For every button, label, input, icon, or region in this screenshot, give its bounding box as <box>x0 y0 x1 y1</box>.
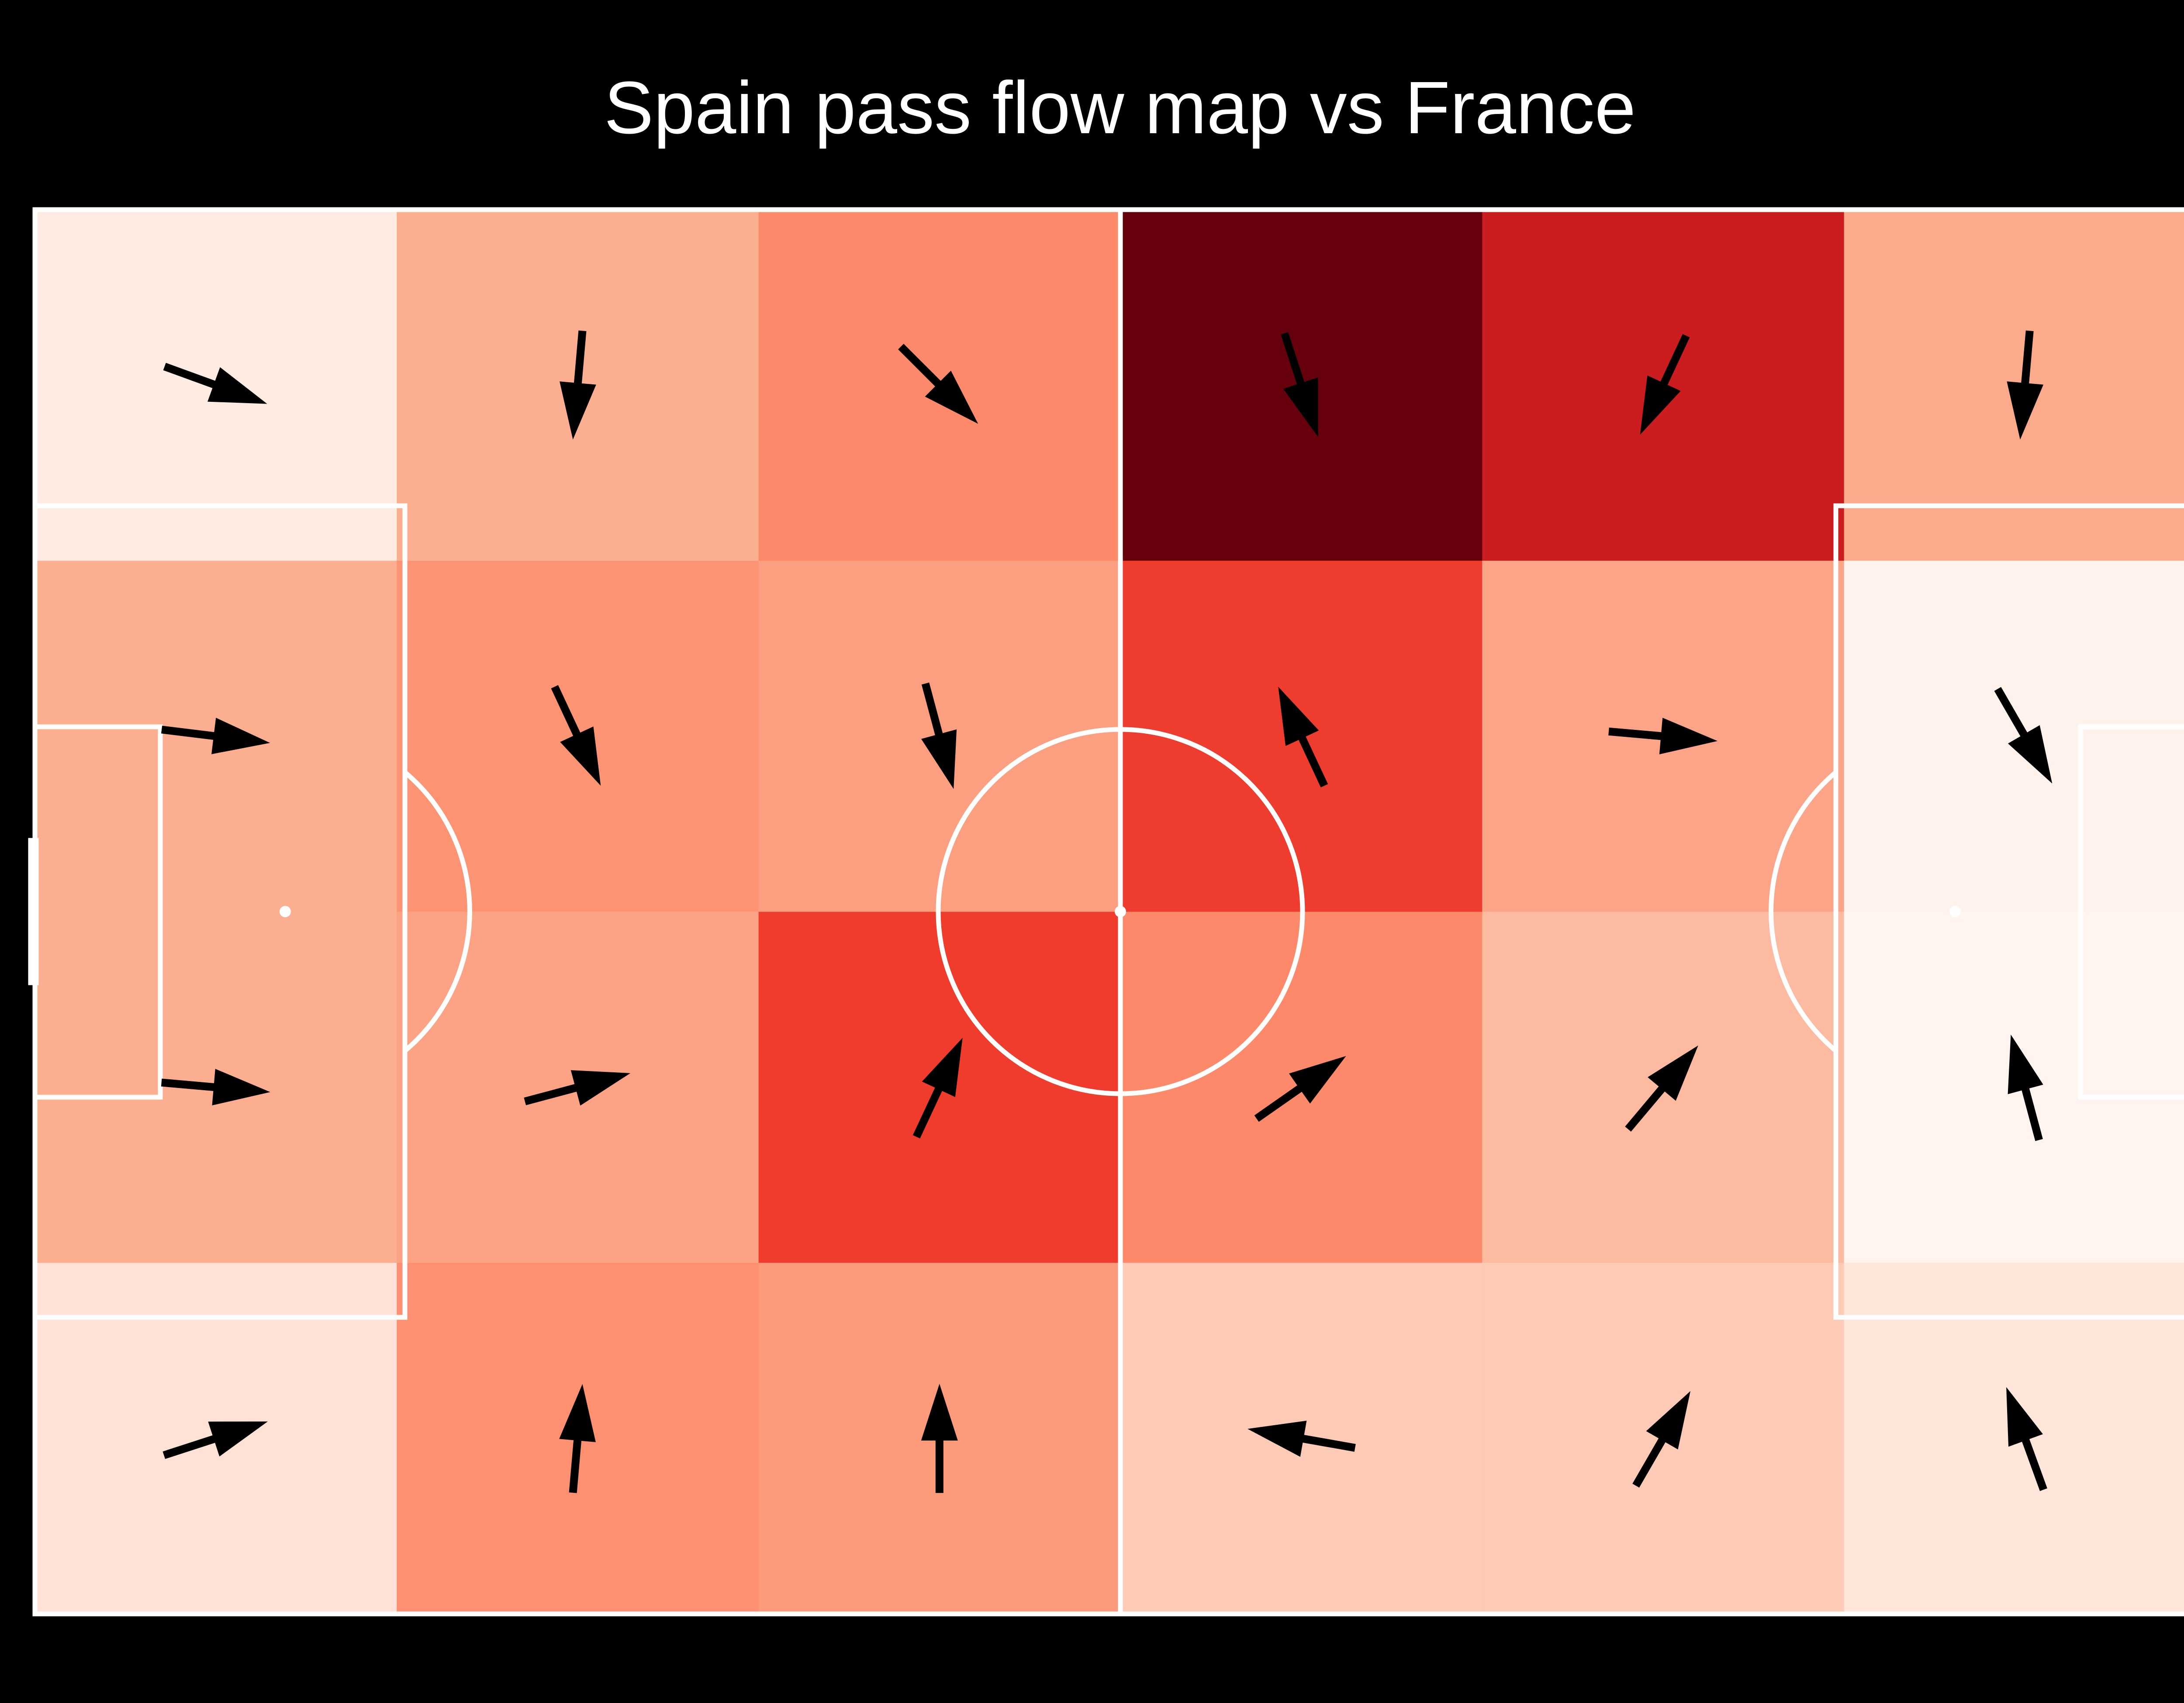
flow-arrow-c4-r2 <box>1625 1045 1698 1132</box>
flow-arrows <box>161 330 2053 1493</box>
left-penalty-spot <box>280 906 291 917</box>
heatmap-cells <box>35 210 2184 1614</box>
flow-arrow-c5-r3 <box>2006 1387 2047 1491</box>
pitch-markings <box>28 207 2184 1617</box>
flow-arrow-c2-r1 <box>921 682 957 789</box>
flow-arrow-c5-r2 <box>2008 1034 2043 1141</box>
right-penalty-spot <box>1949 906 1961 917</box>
flow-arrow-c2-r3 <box>921 1384 958 1493</box>
right-goal-area <box>2078 724 2184 1100</box>
flow-arrow-c0-r1 <box>161 718 270 754</box>
heat-cell-c5-r1 <box>1844 560 2184 912</box>
flow-arrow-c1-r0 <box>560 330 596 440</box>
flow-arrow-c2-r0 <box>898 344 978 424</box>
flow-arrow-c5-r1 <box>1994 687 2053 784</box>
flow-arrow-c0-r3 <box>162 1421 268 1459</box>
flow-arrow-c3-r2 <box>1254 1056 1346 1122</box>
flow-arrow-c0-r0 <box>163 363 267 404</box>
flow-arrow-c3-r1 <box>1278 687 1328 788</box>
centre-spot <box>1115 906 1126 917</box>
flow-arrow-c3-r0 <box>1281 332 1318 437</box>
flow-arrow-c4-r1 <box>1608 718 1717 754</box>
flow-arrow-c0-r2 <box>161 1069 270 1105</box>
centre-circle <box>936 727 1305 1096</box>
flow-arrow-c5-r0 <box>2007 330 2044 440</box>
flow-arrow-c1-r2 <box>524 1070 631 1106</box>
chart-title: Spain pass flow map vs France <box>604 66 1636 149</box>
left-goal <box>28 838 39 985</box>
flow-arrow-c2-r2 <box>912 1038 963 1139</box>
flow-arrow-c1-r1 <box>551 685 601 786</box>
flow-arrow-c1-r3 <box>559 1384 596 1493</box>
left-penalty-arc <box>403 770 472 1053</box>
right-penalty-arc <box>1769 770 1838 1053</box>
flow-arrow-c3-r3 <box>1248 1420 1356 1457</box>
right-penalty-area <box>1833 503 2184 1320</box>
flow-arrow-c4-r0 <box>1640 334 1690 435</box>
flow-arrow-c4-r3 <box>1632 1391 1690 1488</box>
